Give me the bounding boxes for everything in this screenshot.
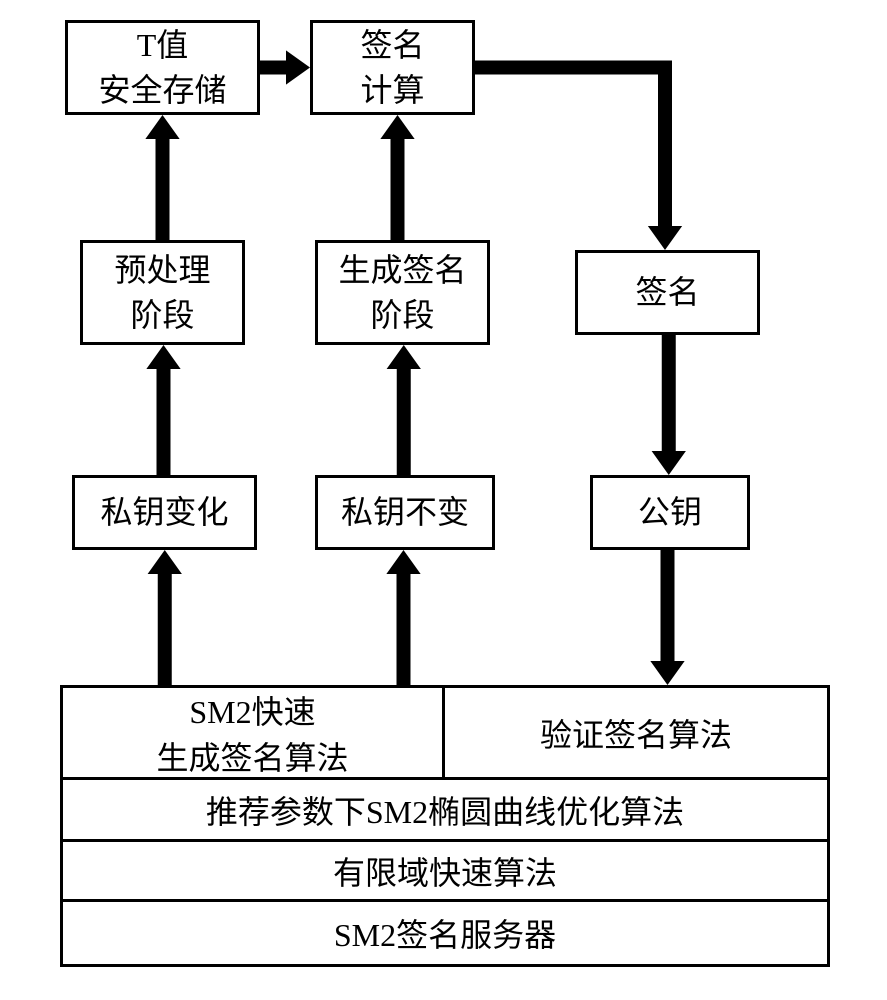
arrows-layer [0, 0, 887, 1000]
